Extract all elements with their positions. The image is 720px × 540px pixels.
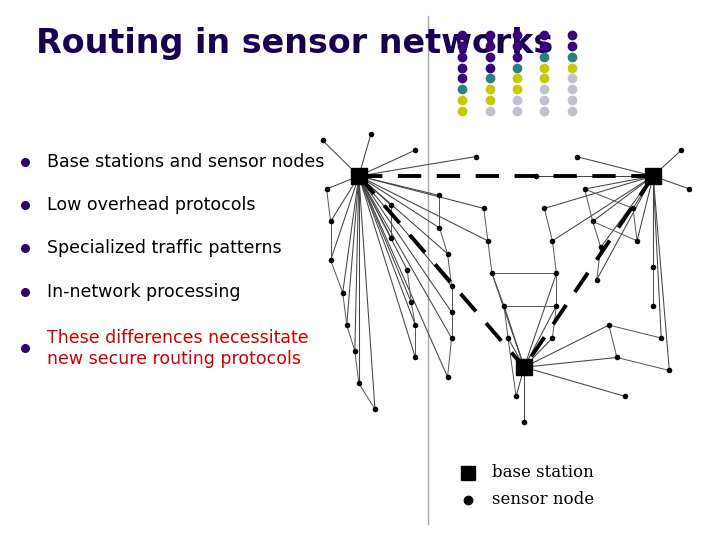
Point [531,172,542,180]
Point [446,334,457,342]
Point [631,237,643,245]
Point [546,237,558,245]
Point [591,275,603,284]
Point [353,379,364,388]
Point [539,204,550,213]
Point [647,262,659,271]
Text: These differences necessitate
new secure routing protocols: These differences necessitate new secure… [47,329,308,368]
Point [603,321,615,329]
Point [627,204,639,213]
Point [341,321,353,329]
Point [433,191,445,200]
Point [402,266,413,274]
Point [595,243,606,252]
Text: Low overhead protocols: Low overhead protocols [47,196,256,214]
Point [470,152,482,161]
Point [442,373,454,381]
Point [325,256,336,265]
Point [317,136,328,145]
Point [551,301,562,310]
Point [410,353,421,362]
Point [369,405,381,414]
Point [321,185,333,193]
Point [684,185,696,193]
Text: base station: base station [492,464,593,481]
Point [498,301,510,310]
Point [337,288,348,297]
Text: In-network processing: In-network processing [47,282,240,301]
Point [478,204,490,213]
Point [410,321,421,329]
Point [647,301,659,310]
Point [619,392,631,401]
Point [571,152,582,161]
Text: Base stations and sensor nodes: Base stations and sensor nodes [47,153,324,171]
Point [655,334,667,342]
Point [325,217,336,226]
Point [518,418,530,427]
Point [551,269,562,278]
Point [433,224,445,232]
Point [510,392,522,401]
Point [664,366,675,375]
Point [675,146,687,154]
Point [385,233,397,242]
Point [579,185,590,193]
Point [546,334,558,342]
Text: Routing in sensor networks: Routing in sensor networks [36,27,553,60]
Point [503,334,514,342]
Point [442,249,454,258]
Point [587,217,598,226]
Point [446,282,457,291]
Point [611,353,623,362]
Point [486,269,498,278]
Point [365,130,377,138]
Point [349,347,361,355]
Point [385,201,397,210]
Point [446,308,457,316]
Point [482,237,494,245]
Point [405,298,417,307]
Point [410,146,421,154]
Text: sensor node: sensor node [492,491,594,508]
Text: Specialized traffic patterns: Specialized traffic patterns [47,239,282,258]
